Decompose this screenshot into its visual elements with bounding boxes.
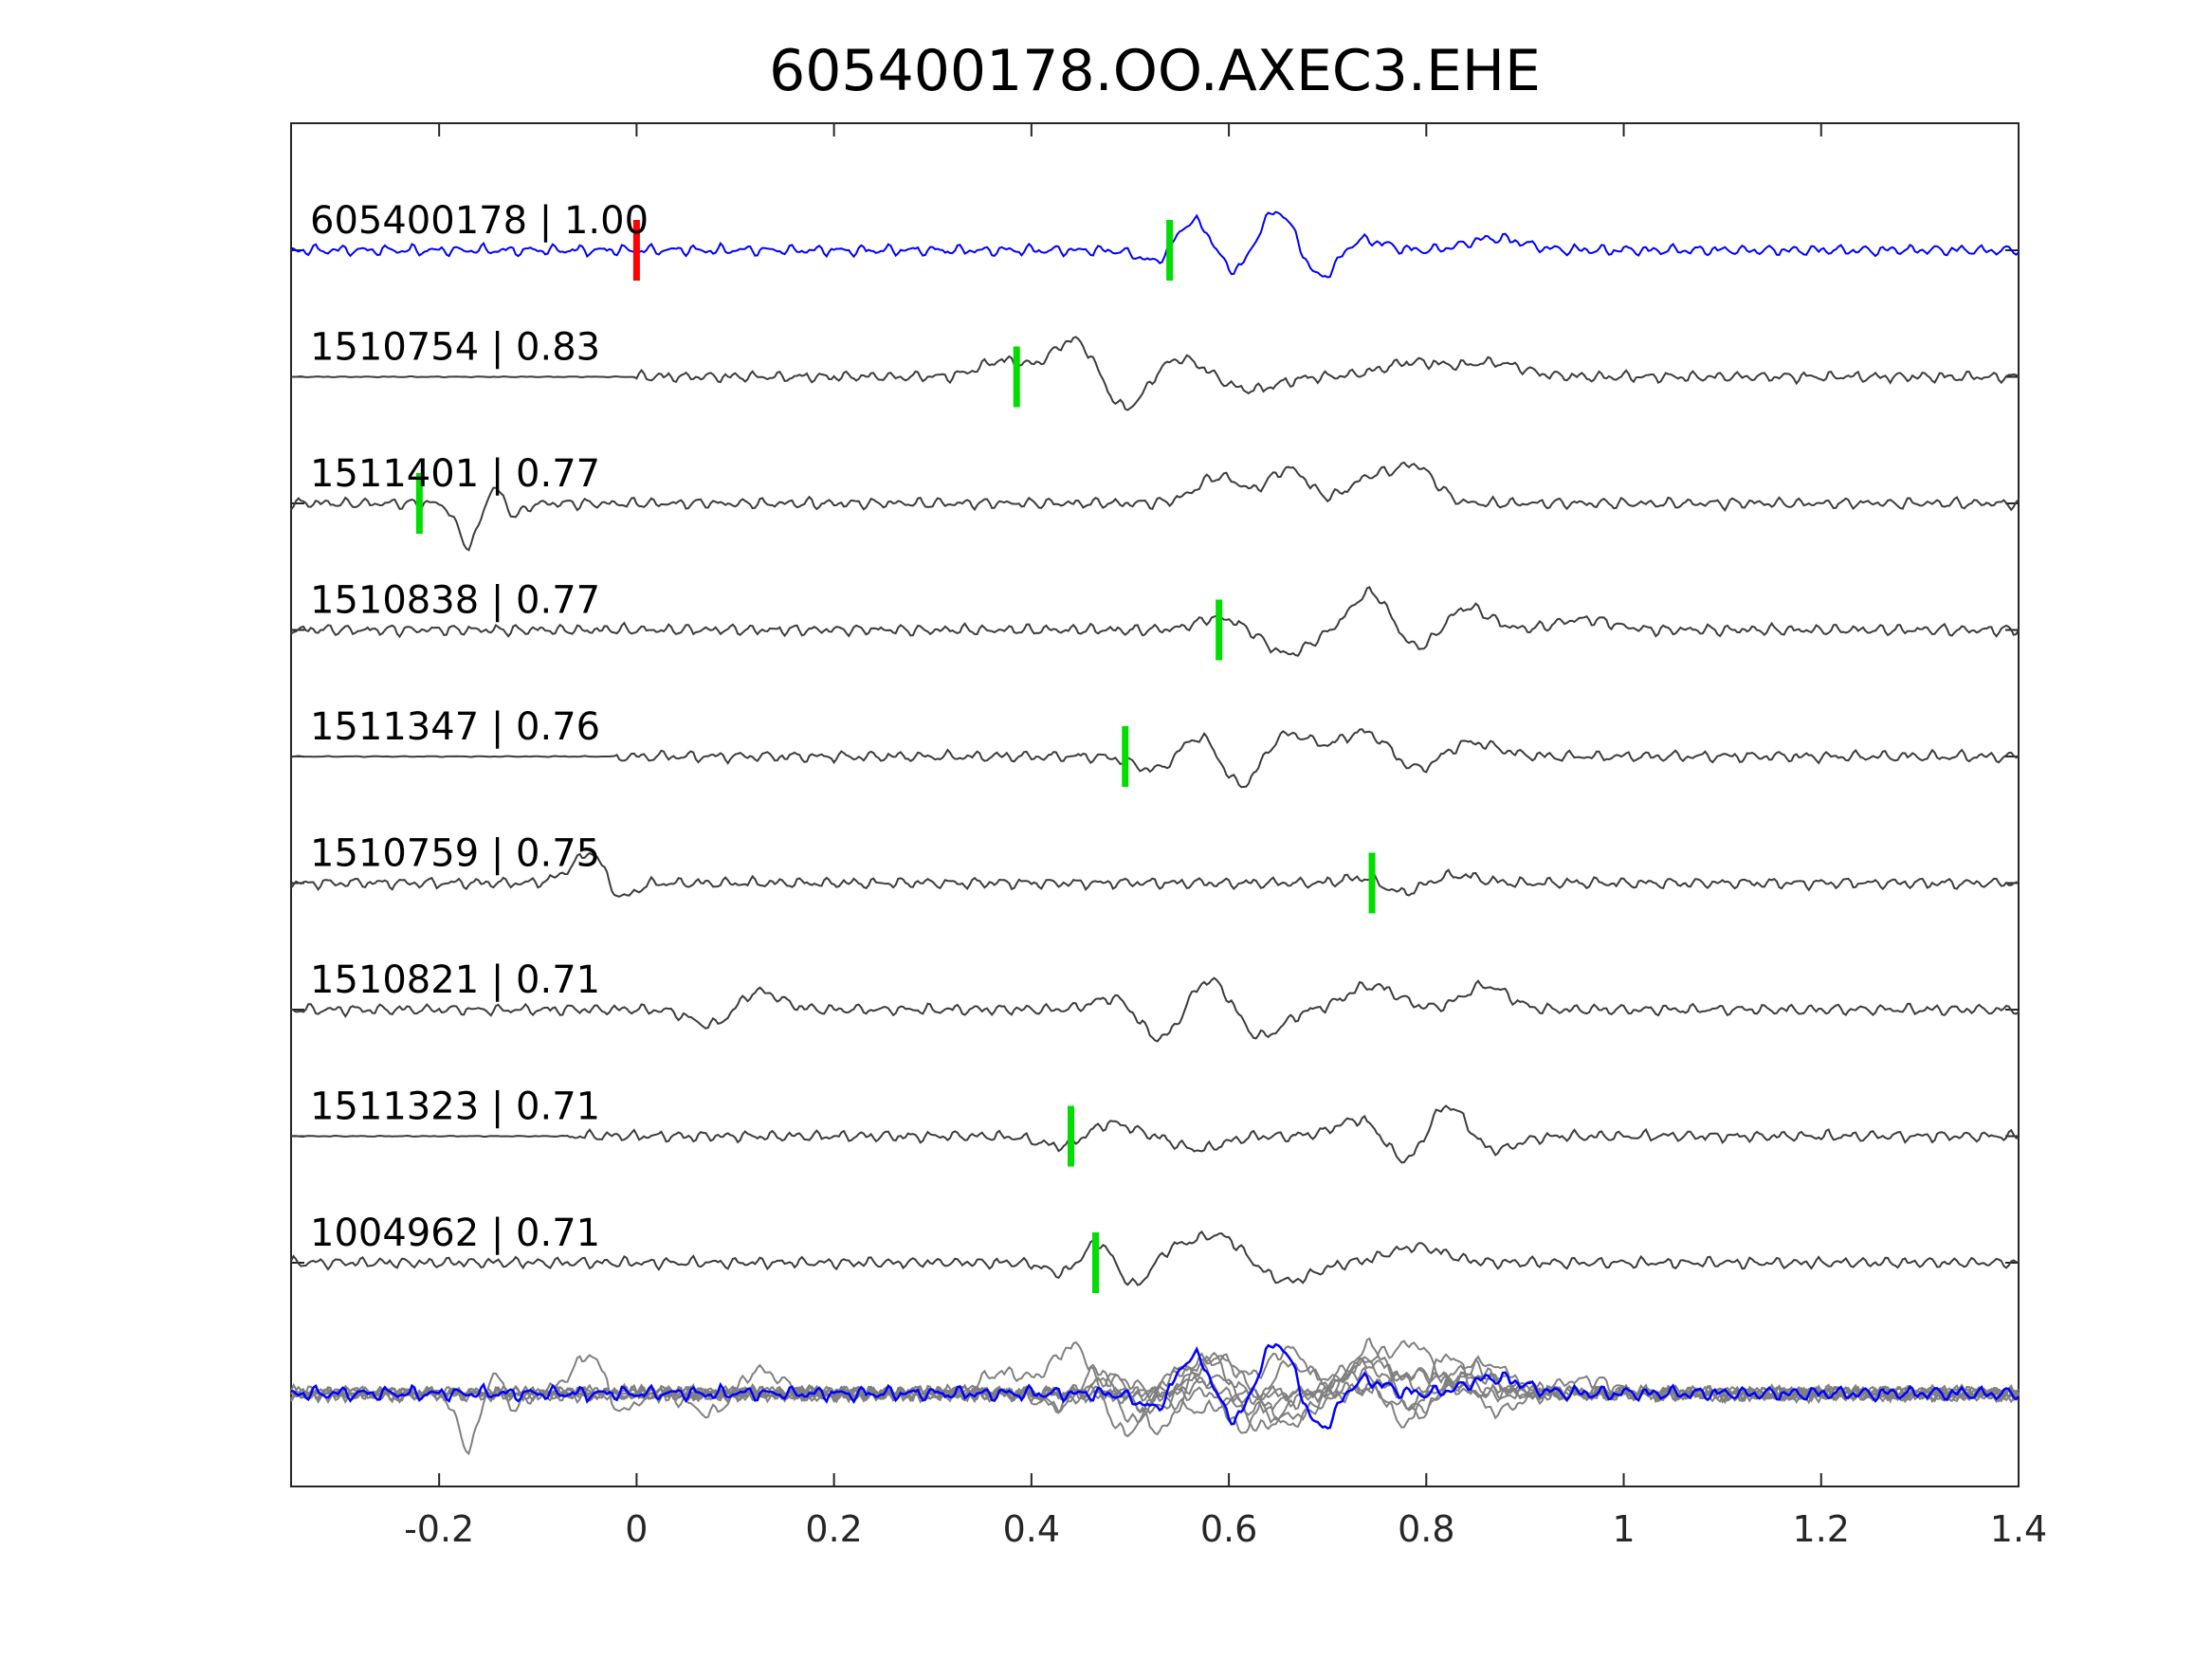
stack-trace-line <box>290 1354 2020 1413</box>
trace-line <box>290 851 2020 898</box>
x-tick-label: -0.2 <box>404 1508 474 1550</box>
trace-label: 1510754 | 0.83 <box>310 326 600 370</box>
stack-template-line <box>290 1342 2020 1430</box>
trace-line <box>290 1230 2020 1286</box>
trace-line <box>290 976 2020 1043</box>
stack-trace-line <box>290 1351 2020 1436</box>
trace-label: 1510821 | 0.71 <box>310 958 600 1002</box>
x-axis-ticks <box>438 123 2020 1486</box>
x-tick-label: 1 <box>1612 1508 1635 1550</box>
trace-label: 605400178 | 1.00 <box>310 199 649 243</box>
trace-line <box>290 210 2020 279</box>
x-tick-label: 1.4 <box>1990 1508 2047 1550</box>
trace-line <box>290 586 2020 657</box>
pick-markers <box>415 220 1376 1293</box>
trace-group <box>290 210 2020 1286</box>
x-tick-label: 0.6 <box>1200 1508 1257 1550</box>
x-tick-label: 0.4 <box>1003 1508 1060 1550</box>
trace-line <box>290 728 2020 789</box>
trace-label: 1511347 | 0.76 <box>310 705 600 749</box>
trace-label: 1004962 | 0.71 <box>310 1212 600 1255</box>
overlay-stack <box>290 1337 2020 1456</box>
trace-label: 1510759 | 0.75 <box>310 832 600 876</box>
trace-line <box>290 461 2020 552</box>
x-tick-label: 0.8 <box>1398 1508 1454 1550</box>
trace-label: 1511323 | 0.71 <box>310 1085 600 1129</box>
trace-label: 1511401 | 0.77 <box>310 452 600 496</box>
x-tick-label: 0 <box>625 1508 648 1550</box>
trace-label: 1510838 | 0.77 <box>310 579 600 623</box>
chart-title: 605400178.OO.AXEC3.EHE <box>769 38 1541 104</box>
trace-line <box>290 1104 2020 1164</box>
x-tick-label: 1.2 <box>1793 1508 1850 1550</box>
axes-box <box>290 122 2020 1487</box>
x-axis-tick-labels: -0.2 0 0.2 0.4 0.6 0.8 1 1.2 1.4 <box>404 1508 2047 1550</box>
trace-labels: 605400178 | 1.00 1510754 | 0.83 1511401 | … <box>310 199 649 1255</box>
trace-line <box>290 336 2020 411</box>
x-tick-label: 0.2 <box>805 1508 862 1550</box>
